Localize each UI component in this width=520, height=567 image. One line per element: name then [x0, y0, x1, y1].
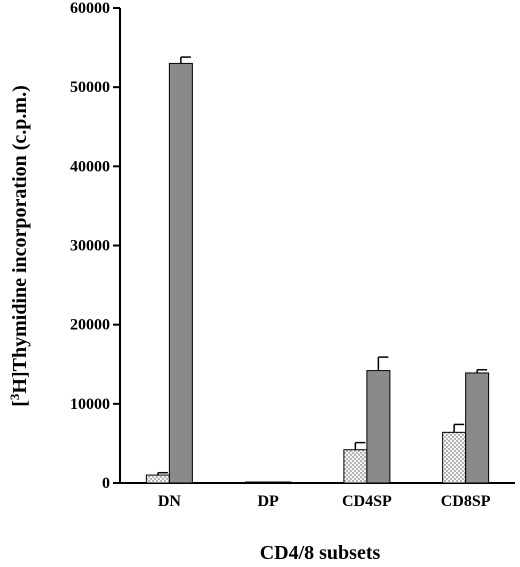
y-tick-label-2: 20000	[70, 317, 110, 334]
bar-dn-series-1	[145, 474, 170, 484]
bar-dn-series-2	[168, 62, 193, 484]
bar-cd8sp-series-1	[442, 431, 467, 484]
category-label-dn: DN	[158, 493, 182, 510]
y-axis-title-part-1: [	[9, 400, 31, 407]
y-tick-label-3: 30000	[70, 238, 110, 255]
y-tick-label-5: 50000	[70, 79, 110, 96]
category-label-cd8sp: CD8SP	[441, 493, 491, 510]
bar-cd8sp-series-2	[465, 372, 490, 484]
y-axis-title-part-2: H]Thymidine incorporation (c.p.m.)	[9, 85, 31, 393]
category-label-cd4sp: CD4SP	[342, 493, 392, 510]
bar-cd4sp-series-1	[343, 449, 368, 484]
y-tick-label-0: 0	[102, 475, 110, 492]
bar-cd4sp-series-2	[366, 370, 391, 484]
y-tick-label-1: 10000	[70, 396, 110, 413]
y-tick-label-6: 60000	[70, 0, 110, 17]
y-tick-label-4: 40000	[70, 158, 110, 175]
y-axis-title: [3H]Thymidine incorporation (c.p.m.)	[7, 85, 32, 407]
plot-area: 0 10000 20000 30000 40000 50000 60000 DN DP CD4SP…	[70, 0, 515, 510]
x-axis-title: CD4/8 subsets	[260, 542, 381, 564]
y-axis-title-superscript: 3	[7, 393, 22, 400]
category-label-dp: DP	[257, 493, 279, 510]
